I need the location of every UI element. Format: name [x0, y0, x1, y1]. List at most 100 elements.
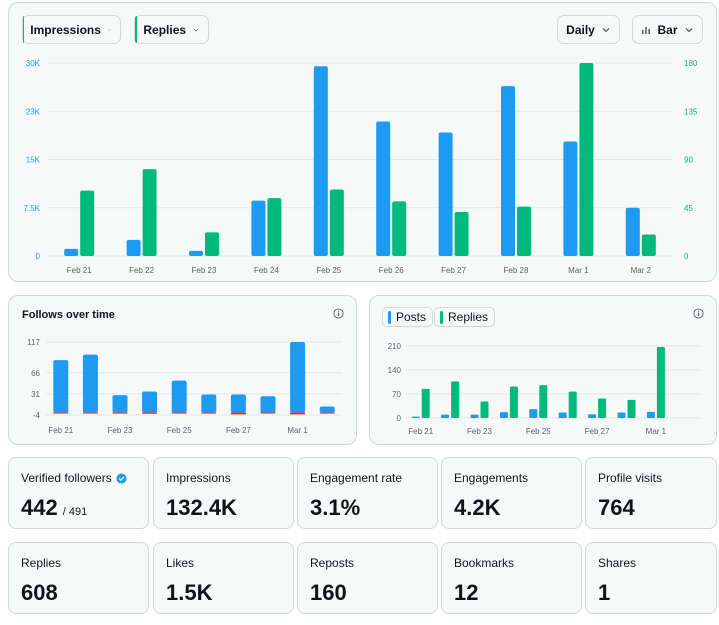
replies-bar [579, 63, 594, 256]
posts-bar [588, 414, 597, 418]
y-axis-left-tick-label: 0 [36, 252, 41, 261]
replies-color-swatch [440, 310, 443, 324]
follows-bar [290, 342, 306, 413]
unfollows-bar [171, 412, 187, 414]
follows-bar [171, 380, 187, 413]
legend-replies-label: Replies [448, 310, 489, 324]
replies-bar [392, 201, 407, 256]
posts-bar [411, 416, 420, 418]
follows-bar [82, 354, 98, 413]
legend-posts[interactable]: Posts [382, 307, 434, 327]
impressions-bar [438, 132, 453, 256]
impressions-bar [563, 141, 578, 256]
chart-type-label: Bar [657, 22, 678, 37]
posts-bar [470, 414, 479, 418]
stat-label: Verified followers [21, 471, 127, 485]
y-axis-right-tick-label: 135 [684, 107, 698, 116]
stat-card-engagements[interactable]: Engagements 4.2K [441, 457, 582, 529]
x-axis-tick-label: Feb 25 [316, 266, 341, 275]
y-axis-left-tick-label: 7.5K [24, 204, 41, 213]
chevron-down-icon [685, 27, 692, 32]
x-axis-tick-label: Mar 1 [287, 426, 308, 435]
legend-posts-label: Posts [396, 310, 427, 324]
stat-value: 1 [598, 580, 611, 605]
stat-label: Engagements [454, 471, 529, 485]
follows-bar [230, 394, 246, 413]
metric-selector-label: Impressions [30, 22, 101, 37]
metric-selector-replies[interactable]: Replies [134, 15, 209, 44]
stat-card-profile-visits[interactable]: Profile visits 764 [585, 457, 717, 529]
unfollows-bar [230, 412, 246, 415]
stat-value: 160 [310, 580, 347, 605]
stat-card-reposts[interactable]: Reposts 160 [297, 542, 438, 614]
replies-bar [267, 198, 282, 256]
info-icon[interactable] [333, 308, 344, 319]
stat-card-verified-followers[interactable]: Verified followers 442 / 491 [8, 457, 149, 529]
stat-label-text: Verified followers [21, 471, 112, 485]
stat-value: 3.1% [310, 495, 361, 520]
y-axis-right-tick-label: 45 [684, 204, 693, 213]
replies-bar [80, 190, 95, 256]
follows-card-title: Follows over time [22, 309, 115, 321]
stat-label: Impressions [166, 471, 231, 485]
stat-card-shares[interactable]: Shares 1 [585, 542, 717, 614]
y-axis-tick-label: 31 [31, 390, 40, 399]
impressions-bar [313, 66, 328, 256]
posts-color-swatch [388, 310, 391, 324]
stat-card-bookmarks[interactable]: Bookmarks 12 [441, 542, 582, 614]
metric-selector-impressions[interactable]: Impressions [22, 15, 121, 44]
main-chart-card [8, 2, 717, 282]
info-icon[interactable] [693, 308, 704, 319]
stat-card-engagement-rate[interactable]: Engagement rate 3.1% [297, 457, 438, 529]
chart-type-dropdown[interactable]: Bar [632, 15, 703, 44]
unfollows-bar [201, 412, 217, 414]
interval-dropdown[interactable]: Daily [557, 15, 620, 44]
y-axis-left-tick-label: 23K [26, 107, 41, 116]
stat-value: 764 [598, 495, 635, 520]
impressions-bar [189, 250, 203, 256]
posts-bar [441, 414, 450, 418]
follows-bar [112, 395, 128, 413]
x-axis-tick-label: Feb 23 [108, 426, 133, 435]
x-axis-tick-label: Mar 2 [631, 266, 652, 275]
replies-bar [627, 399, 636, 418]
stat-value: 442 / 491 [21, 495, 87, 521]
posts-replies-chart: 210 140 70 0 Feb 21 Feb 23 Feb 25 Feb 27 Mar 1 [388, 342, 700, 436]
y-axis-tick-label: 70 [392, 390, 401, 399]
x-axis-tick-label: Feb 27 [441, 266, 466, 275]
y-axis-right-tick-label: 0 [684, 252, 689, 261]
stat-card-likes[interactable]: Likes 1.5K [153, 542, 294, 614]
replies-bar [598, 398, 607, 418]
stat-card-impressions[interactable]: Impressions 132.4K [153, 457, 294, 529]
x-axis-tick-label: Feb 25 [167, 426, 192, 435]
metric-selector-label: Replies [143, 22, 187, 37]
x-axis-tick-label: Mar 1 [646, 427, 667, 436]
stat-label: Reposts [310, 556, 355, 570]
posts-bar [499, 412, 508, 418]
posts-bar [617, 412, 626, 418]
unfollows-bar [112, 412, 128, 414]
impressions-bar [64, 248, 79, 256]
replies-bar [509, 386, 518, 418]
legend-replies[interactable]: Replies [434, 307, 496, 327]
replies-bar [421, 388, 430, 418]
y-axis-left-tick-label: 30K [26, 59, 41, 68]
stat-label: Replies [21, 556, 62, 570]
follows-bar [319, 406, 335, 413]
replies-bar [517, 206, 531, 256]
impressions-bar [501, 86, 515, 256]
replies-bar [329, 189, 344, 256]
y-axis-right-tick-label: 90 [684, 156, 693, 165]
stat-label: Likes [166, 556, 195, 570]
impressions-bar [126, 239, 141, 256]
x-axis-tick-label: Feb 25 [526, 427, 551, 436]
interval-label: Daily [566, 22, 595, 37]
follows-bar [142, 391, 158, 413]
x-axis-tick-label: Feb 27 [585, 427, 610, 436]
x-axis-tick-label: Feb 21 [48, 426, 73, 435]
stat-card-replies[interactable]: Replies 608 [8, 542, 149, 614]
stat-label: Shares [598, 556, 637, 570]
stat-label: Engagement rate [310, 471, 403, 485]
y-axis-tick-label: 0 [397, 414, 402, 423]
replies-bar [539, 385, 548, 418]
